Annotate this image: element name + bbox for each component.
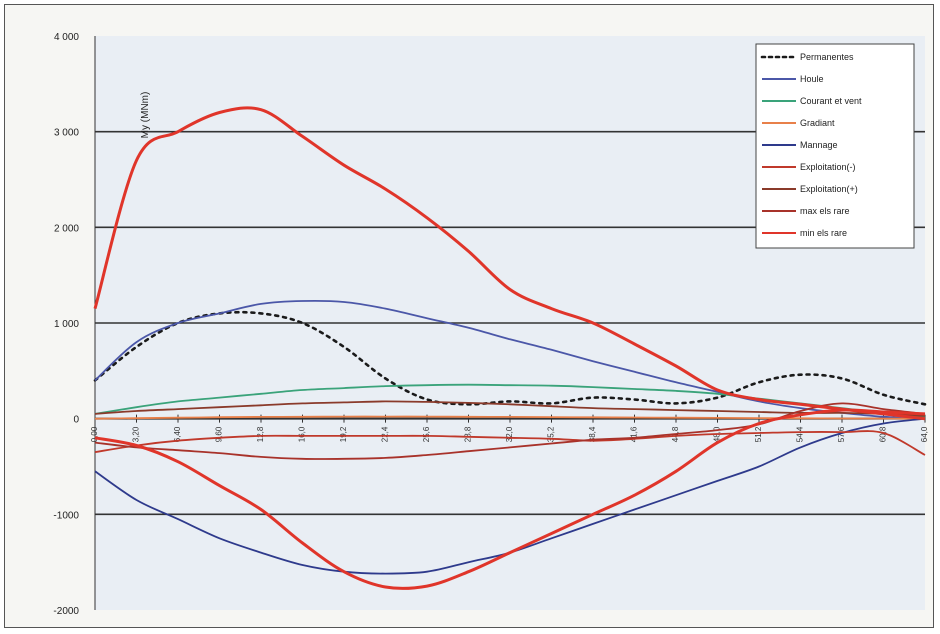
x-tick-label: 64,0 [920, 426, 929, 442]
legend-label: Exploitation(+) [800, 184, 858, 194]
x-tick-label: 0,00 [90, 426, 99, 442]
y-tick-label: 3 000 [54, 128, 79, 139]
x-tick-label: 41,6 [630, 426, 639, 442]
x-tick-label: 28,8 [464, 426, 473, 442]
legend-label: Courant et vent [800, 96, 862, 106]
x-tick-label: 19,2 [339, 426, 348, 442]
x-tick-label: 6,40 [173, 426, 182, 442]
x-tick-label: 22,4 [381, 426, 390, 442]
x-tick-label: 38,4 [588, 426, 597, 442]
y-tick-label: -1000 [53, 510, 79, 521]
x-tick-label: 54,4 [796, 426, 805, 442]
x-tick-label: 32,0 [505, 426, 514, 442]
series-line [94, 408, 926, 590]
x-tick-label: 35,2 [547, 426, 556, 442]
x-tick-label: 57,6 [837, 426, 846, 442]
x-tick-label: 3,20 [132, 426, 141, 442]
legend-label: Exploitation(-) [800, 162, 856, 172]
x-tick-label: 51,2 [754, 426, 763, 442]
x-tick-label: 60,8 [879, 426, 888, 442]
x-tick-label: 12,8 [256, 426, 265, 442]
y-tick-label: -2000 [53, 606, 79, 617]
legend-label: min els rare [800, 228, 847, 238]
y-tick-label: 1 000 [54, 319, 79, 330]
legend-label: Permanentes [800, 52, 854, 62]
series-line [94, 430, 926, 456]
x-tick-label: 9,60 [215, 426, 224, 442]
series-line [94, 402, 926, 460]
legend-label: Mannage [800, 140, 838, 150]
x-tick-label: 25,6 [422, 426, 431, 442]
series-line [93, 310, 927, 406]
series-line [94, 400, 926, 417]
series-line [93, 106, 926, 421]
legend-label: Gradiant [800, 118, 835, 128]
series-line [94, 299, 926, 420]
x-tick-label: 16,0 [298, 426, 307, 442]
legend-label: max els rare [800, 206, 850, 216]
y-tick-label: 4 000 [54, 32, 79, 43]
legend-label: Houle [800, 74, 824, 84]
y-tick-label: 2 000 [54, 223, 79, 234]
y-tick-label: 0 [73, 415, 79, 426]
y-axis-label: My (MNm) [140, 92, 151, 139]
